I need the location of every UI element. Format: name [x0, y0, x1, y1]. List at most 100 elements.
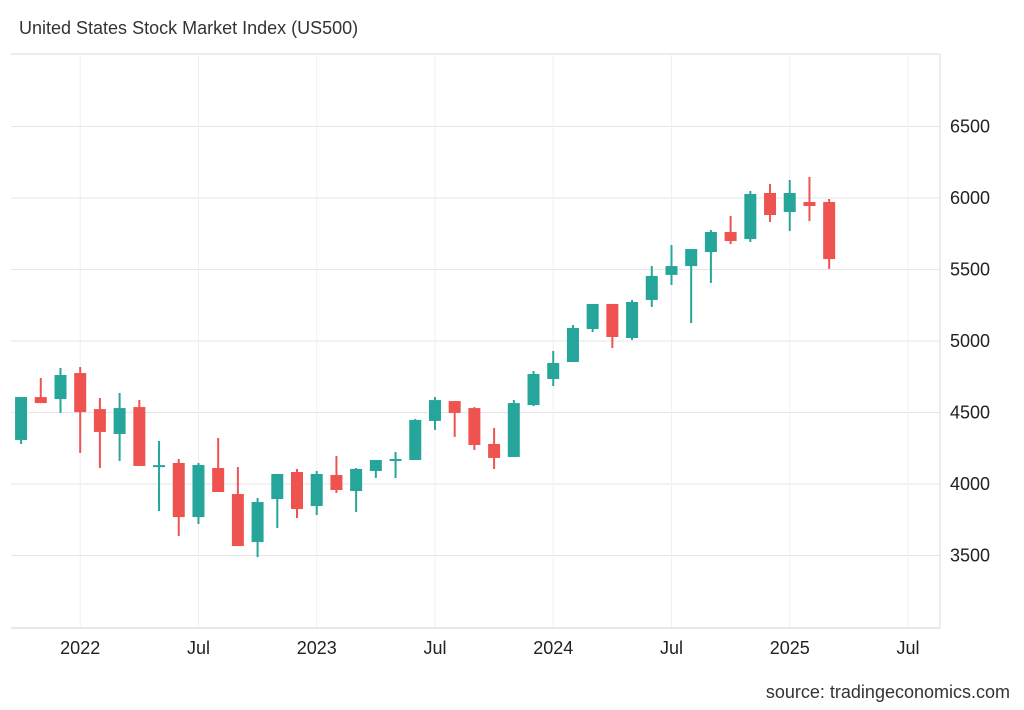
candle-body — [547, 363, 560, 380]
candle-body — [113, 408, 126, 434]
candle-body — [231, 494, 244, 547]
candle-body — [626, 301, 639, 338]
x-tick-label: 2022 — [60, 638, 100, 658]
x-tick-label: Jul — [896, 638, 919, 658]
candle-body — [586, 303, 599, 329]
candle-body — [330, 474, 343, 491]
candle-up — [389, 451, 402, 478]
candle-body — [428, 400, 441, 421]
candle-body — [685, 249, 698, 267]
y-tick-label: 6500 — [950, 117, 990, 137]
x-tick-label: 2025 — [770, 638, 810, 658]
candle-body — [271, 473, 284, 500]
candle-body — [665, 266, 678, 275]
grid — [11, 54, 940, 628]
x-tick-label: 2023 — [297, 638, 337, 658]
candle-down — [133, 400, 146, 466]
candle-body — [566, 327, 579, 363]
candle-up — [665, 245, 678, 285]
candle-down — [212, 437, 225, 493]
candle-up — [626, 299, 639, 340]
candle-body — [507, 403, 520, 457]
candle-up — [547, 351, 560, 387]
candle-down — [172, 458, 185, 537]
x-tick-label: Jul — [423, 638, 446, 658]
candle-up — [113, 393, 126, 461]
y-tick-label: 6000 — [950, 188, 990, 208]
candle-body — [93, 409, 106, 432]
candle-body — [468, 408, 481, 445]
candle-body — [527, 374, 540, 406]
candle-body — [212, 467, 225, 493]
candle-up — [350, 467, 363, 513]
candle-body — [310, 473, 323, 507]
candle-down — [764, 183, 777, 223]
candle-down — [330, 455, 343, 494]
candle-body — [74, 373, 87, 413]
candle-up — [428, 397, 441, 430]
candle-down — [231, 466, 244, 547]
candle-down — [488, 427, 501, 469]
candle-body — [744, 193, 757, 240]
candle-body — [15, 397, 28, 440]
candle-up — [645, 266, 658, 307]
candle-down — [803, 176, 816, 222]
source-label: source: tradingeconomics.com — [765, 682, 1010, 702]
x-axis: 2022 Jul 2023 Jul 2024 Jul 2025 Jul — [60, 638, 919, 658]
candle-down — [74, 367, 87, 453]
y-tick-label: 4000 — [950, 474, 990, 494]
candle-body — [54, 375, 67, 400]
x-tick-label: Jul — [660, 638, 683, 658]
candle-body — [645, 275, 658, 300]
candle-body — [34, 397, 47, 404]
candle-up — [507, 400, 520, 457]
candle-body — [724, 232, 737, 242]
candle-up — [783, 179, 796, 232]
candle-down — [34, 378, 47, 404]
candles — [15, 176, 836, 558]
y-tick-label: 3500 — [950, 546, 990, 566]
candle-body — [251, 502, 264, 543]
candle-up — [704, 230, 717, 283]
candle-body — [783, 192, 796, 213]
candle-up — [744, 190, 757, 243]
candle-up — [54, 368, 67, 413]
candle-body — [764, 192, 777, 216]
candle-body — [704, 232, 717, 253]
candle-up — [15, 397, 28, 444]
x-tick-label: Jul — [187, 638, 210, 658]
candle-body — [369, 459, 382, 471]
candle-down — [468, 407, 481, 450]
plot-frame — [11, 53, 941, 629]
candle-up — [586, 303, 599, 332]
candle-up — [153, 440, 166, 512]
candle-down — [606, 303, 619, 349]
candle-down — [448, 401, 461, 437]
y-tick-label: 5000 — [950, 331, 990, 351]
candle-body — [448, 401, 461, 413]
candle-body — [389, 458, 402, 461]
candle-body — [488, 443, 501, 458]
candle-up — [566, 324, 579, 363]
candle-down — [724, 216, 737, 245]
candle-up — [192, 462, 205, 525]
y-axis: 3500 4000 4500 5000 5500 6000 6500 — [950, 117, 990, 566]
candle-body — [350, 468, 363, 492]
candle-up — [409, 418, 422, 460]
candle-body — [133, 407, 146, 466]
candle-body — [409, 419, 422, 460]
y-tick-label: 5500 — [950, 260, 990, 280]
chart-title: United States Stock Market Index (US500) — [19, 18, 359, 38]
candle-up — [527, 371, 540, 407]
candle-up — [310, 470, 323, 516]
candle-body — [192, 464, 205, 518]
candle-down — [93, 398, 106, 468]
candle-body — [606, 303, 619, 337]
candle-up — [369, 459, 382, 478]
candle-up — [251, 498, 264, 558]
candle-body — [172, 462, 185, 518]
y-tick-label: 4500 — [950, 403, 990, 423]
candle-down — [291, 468, 304, 519]
candle-body — [291, 471, 304, 510]
